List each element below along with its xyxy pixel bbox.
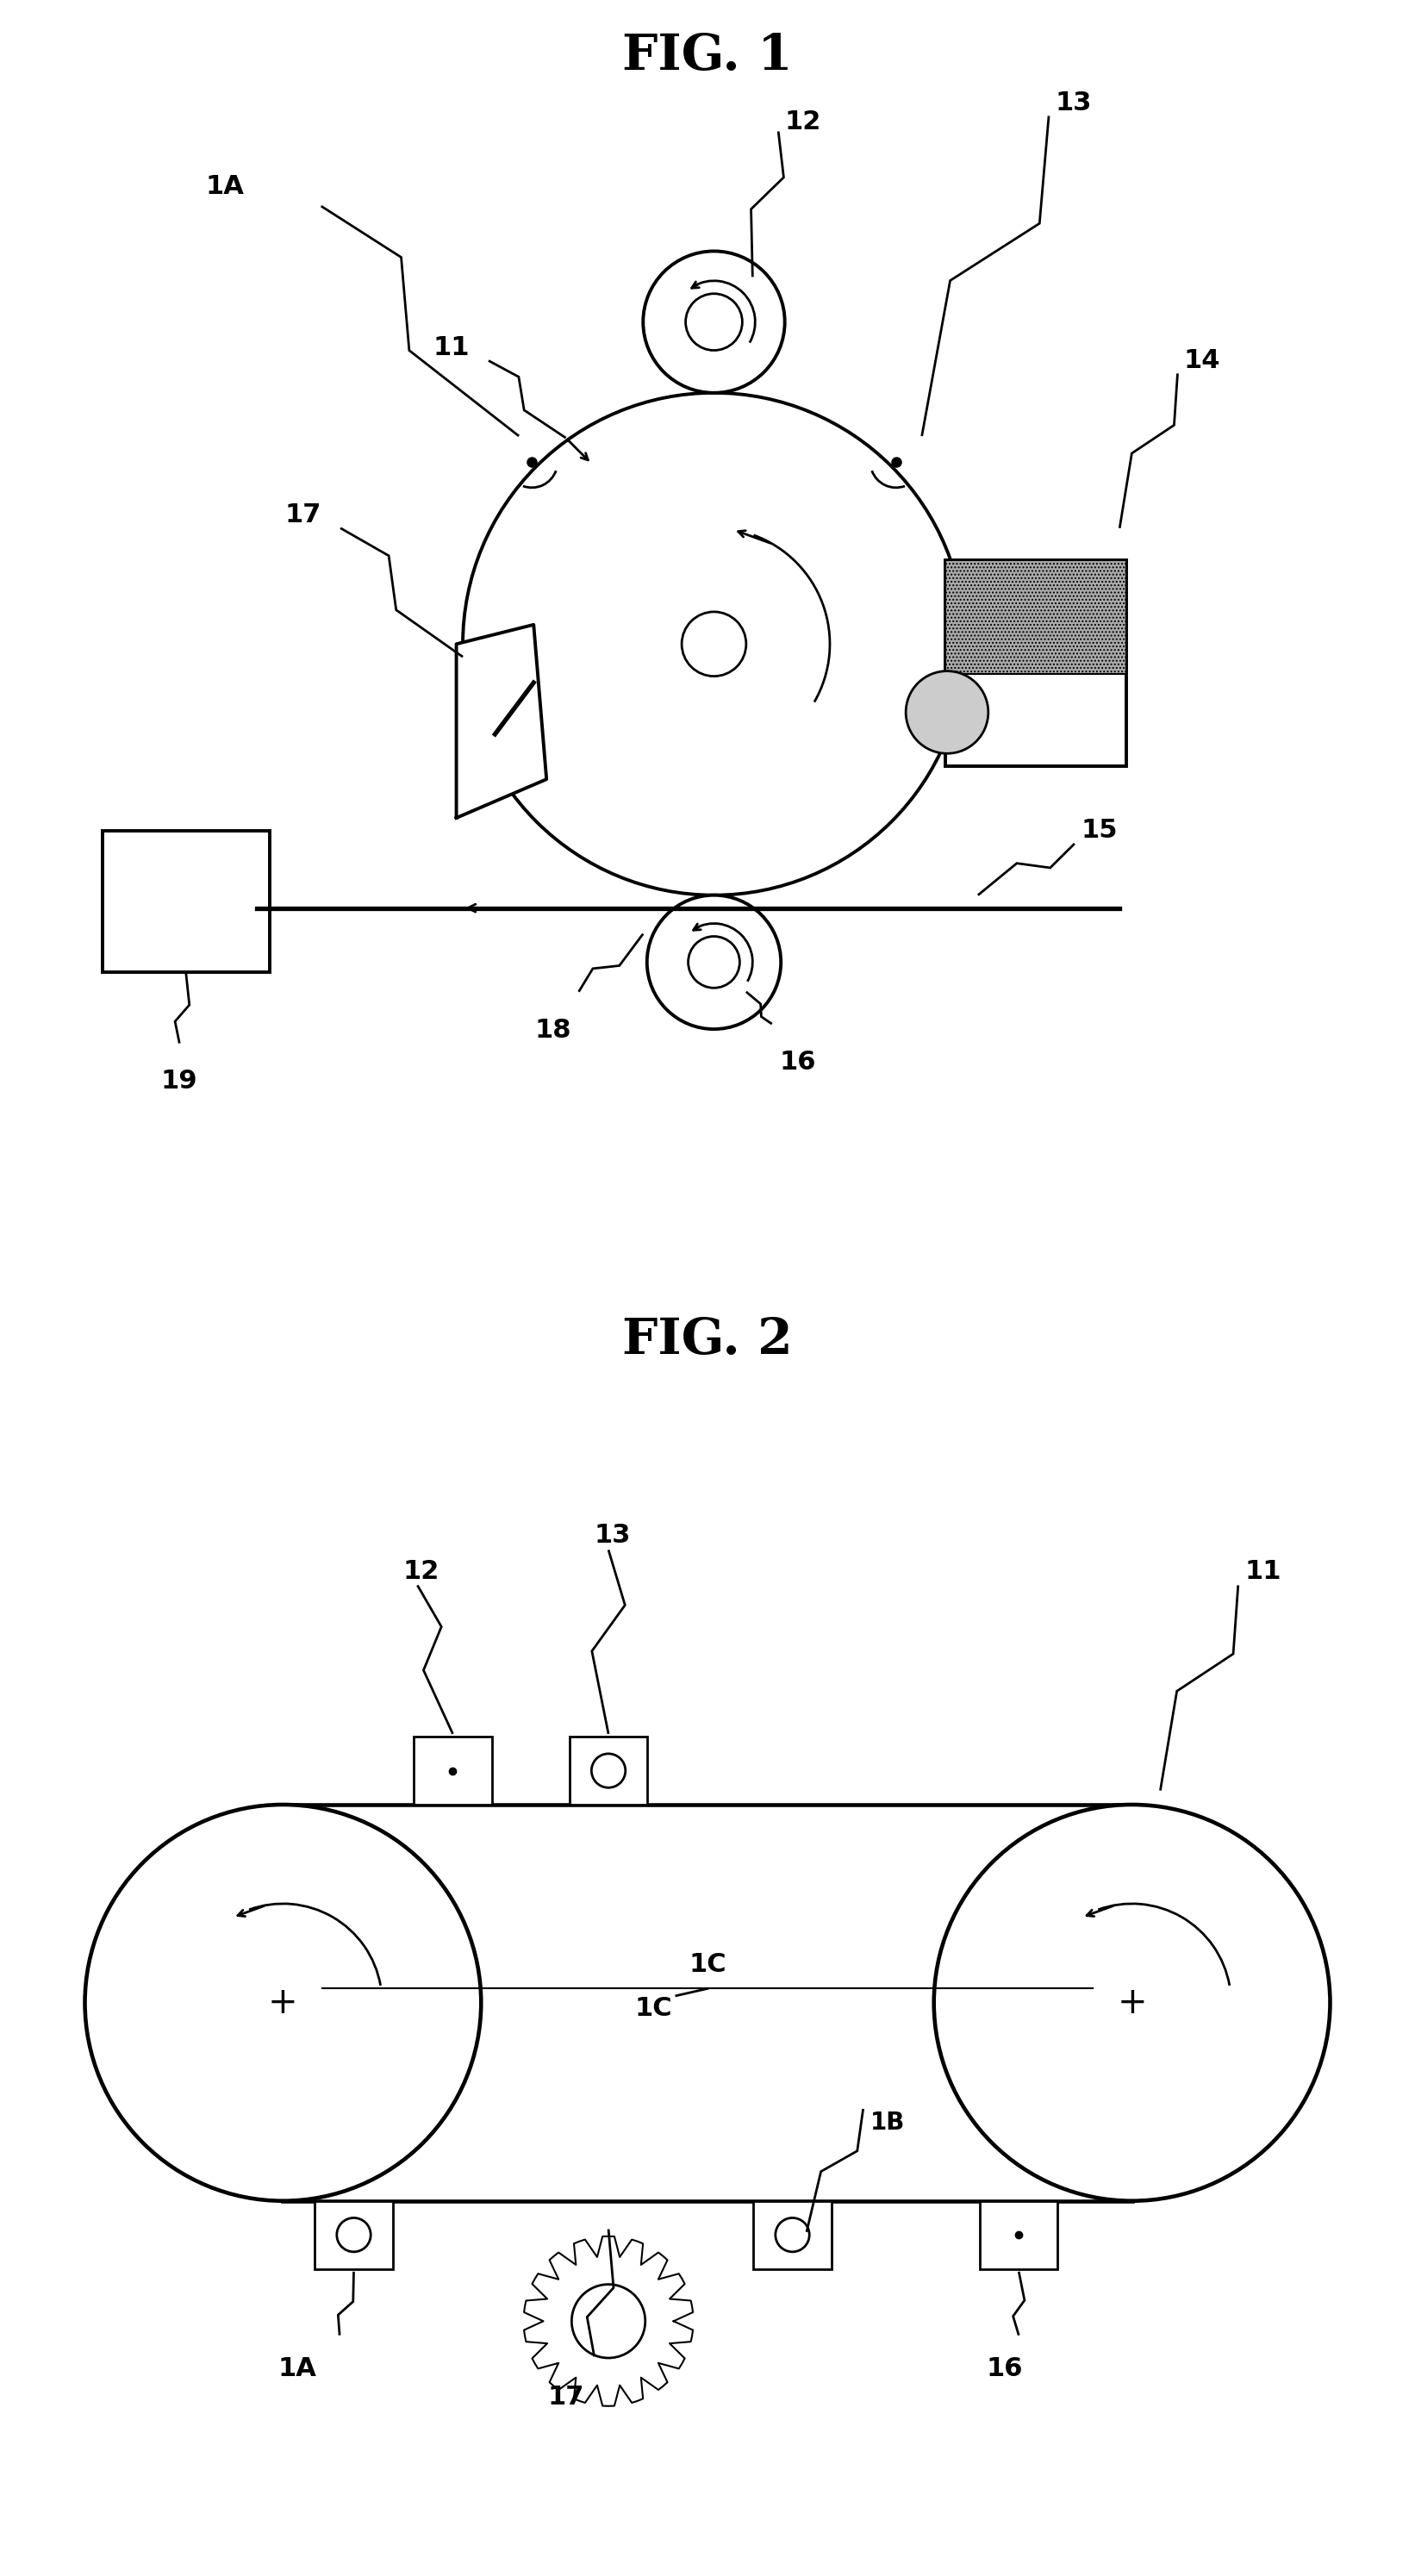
Bar <box>754 2200 832 2269</box>
Circle shape <box>688 935 740 989</box>
Text: 18: 18 <box>535 1018 572 1043</box>
Text: 1A: 1A <box>277 2357 317 2383</box>
Bar <box>569 1736 648 1806</box>
Text: 11: 11 <box>433 335 470 361</box>
Circle shape <box>934 1806 1330 2200</box>
Text: 19: 19 <box>161 1069 198 1095</box>
Text: 17: 17 <box>548 2385 584 2409</box>
Text: 12: 12 <box>403 1558 440 1584</box>
Text: +: + <box>267 1984 299 2020</box>
Circle shape <box>463 394 965 896</box>
Text: 13: 13 <box>594 1522 631 1548</box>
Text: 13: 13 <box>1056 90 1092 116</box>
Bar <box>945 562 1126 675</box>
Circle shape <box>686 294 743 350</box>
Circle shape <box>647 896 781 1028</box>
Text: 14: 14 <box>1184 348 1221 374</box>
Circle shape <box>642 250 785 394</box>
Text: 16: 16 <box>780 1051 816 1074</box>
Text: FIG. 1: FIG. 1 <box>623 31 792 80</box>
Bar <box>981 2200 1058 2269</box>
Circle shape <box>85 1806 481 2200</box>
Text: 12: 12 <box>785 111 821 134</box>
Bar <box>316 2200 393 2269</box>
Circle shape <box>682 611 746 677</box>
Text: 17: 17 <box>284 502 321 528</box>
Bar <box>102 829 270 971</box>
Text: 11: 11 <box>1245 1558 1282 1584</box>
Text: 15: 15 <box>1081 819 1118 842</box>
Text: 1B: 1B <box>870 2110 906 2136</box>
Text: 16: 16 <box>986 2357 1023 2383</box>
Text: 1C: 1C <box>689 1953 726 1978</box>
Text: 1A: 1A <box>205 175 243 198</box>
Circle shape <box>572 2285 645 2357</box>
Bar <box>415 1736 492 1806</box>
Text: 1C: 1C <box>634 1996 672 2020</box>
Bar <box>945 562 1126 768</box>
Text: +: + <box>1116 1984 1148 2020</box>
Text: FIG. 2: FIG. 2 <box>623 1316 792 1365</box>
Circle shape <box>906 670 988 752</box>
Polygon shape <box>457 626 546 819</box>
